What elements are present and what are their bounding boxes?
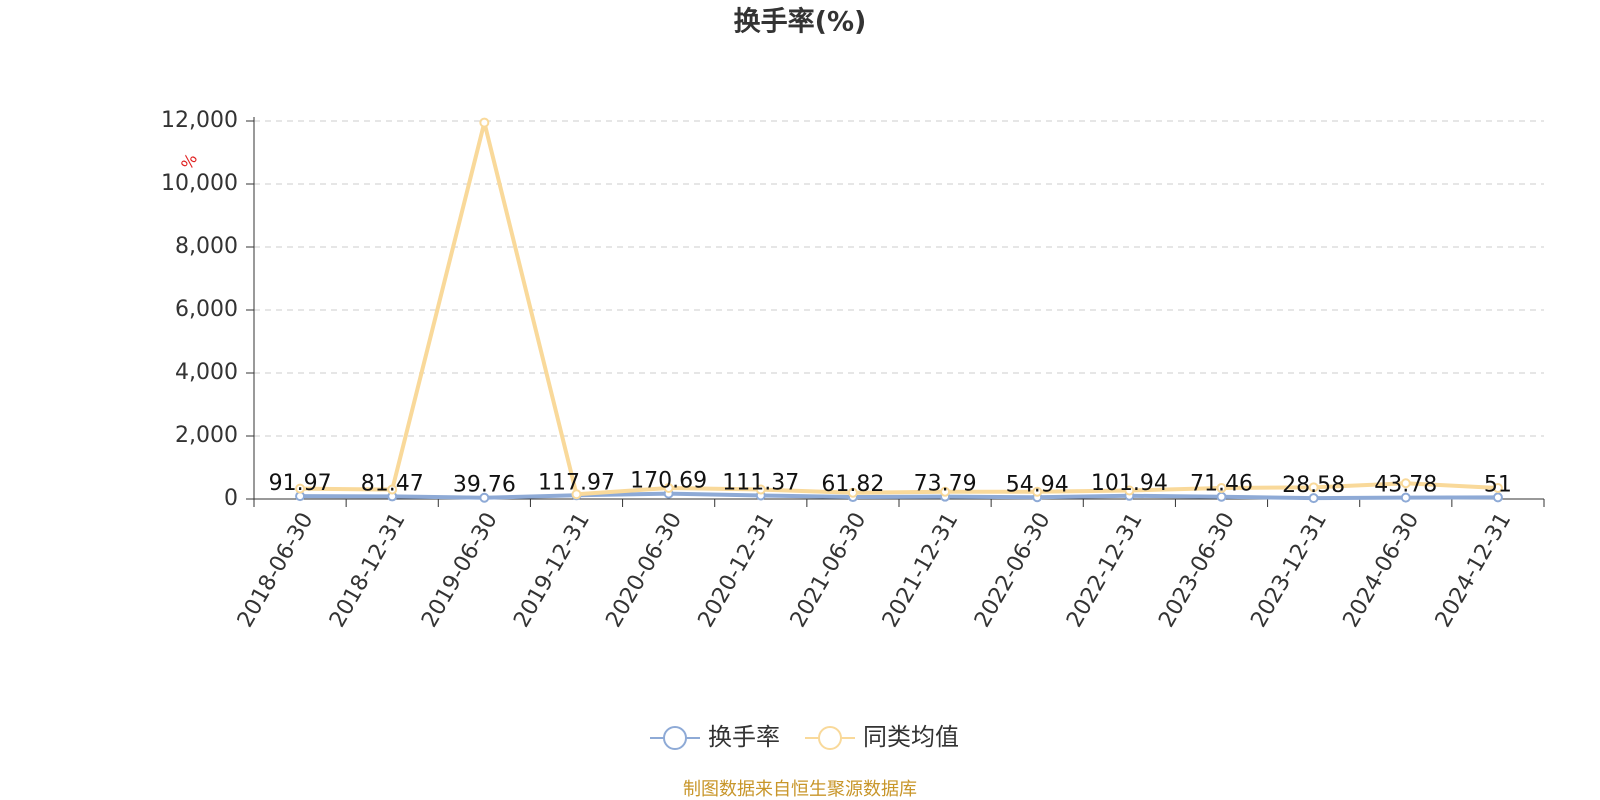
x-tick-label: 2018-06-30	[233, 509, 319, 632]
point	[1400, 492, 1411, 503]
point	[663, 482, 674, 493]
y-tick-label: 10,000	[161, 171, 238, 196]
x-tick-label: 2021-12-31	[878, 509, 964, 632]
x-tick-label: 2018-12-31	[325, 509, 411, 632]
y-tick-label: 8,000	[175, 234, 238, 259]
data-label: 51	[1484, 472, 1512, 497]
point	[571, 489, 582, 500]
point	[1216, 482, 1227, 493]
point	[387, 484, 398, 495]
legend-label: 换手率	[708, 723, 780, 751]
point	[1492, 492, 1503, 503]
y-tick-label: 6,000	[175, 297, 238, 322]
legend-marker	[663, 726, 687, 750]
y-tick-label: 2,000	[175, 423, 238, 448]
data-label: 111.37	[722, 470, 799, 495]
series-line	[300, 491, 1498, 501]
x-tick-label: 2019-12-31	[509, 509, 595, 632]
point	[755, 484, 766, 495]
y-tick-label: 12,000	[161, 108, 238, 133]
point	[1308, 482, 1319, 493]
x-tick-label: 2020-06-30	[601, 509, 687, 632]
x-tick-label: 2022-06-30	[970, 509, 1056, 632]
y-tick-label: 0	[224, 486, 238, 511]
data-label: 101.94	[1091, 471, 1168, 496]
x-tick-label: 2019-06-30	[417, 509, 503, 632]
source-note: 制图数据来自恒生聚源数据库	[683, 779, 917, 800]
point	[1032, 486, 1043, 497]
point	[1308, 493, 1319, 504]
data-label: 170.69	[630, 469, 707, 494]
unit-label: %	[177, 150, 201, 173]
data-label: 61.82	[821, 472, 884, 497]
x-tick-label: 2024-12-31	[1431, 509, 1517, 632]
point	[1124, 485, 1135, 496]
x-tick-label: 2020-12-31	[694, 509, 780, 632]
x-tick-label: 2024-06-30	[1339, 509, 1425, 632]
legend-label: 同类均值	[863, 723, 959, 751]
series-line	[300, 122, 1499, 497]
data-label: 117.97	[538, 470, 615, 495]
point	[1492, 482, 1503, 493]
x-tick-label: 2021-06-30	[786, 509, 872, 632]
data-label: 71.46	[1190, 472, 1253, 497]
chart-title: 换手率(%)	[734, 6, 867, 38]
data-label: 28.58	[1282, 473, 1345, 498]
point	[295, 483, 306, 494]
y-tick-label: 4,000	[175, 360, 238, 385]
point	[940, 486, 951, 497]
data-label: 73.79	[914, 472, 977, 497]
legend-marker	[818, 726, 842, 750]
data-label: 43.78	[1374, 473, 1437, 498]
point	[1400, 478, 1411, 489]
point	[479, 492, 490, 503]
data-label: 91.97	[269, 471, 332, 496]
x-tick-label: 2023-12-31	[1246, 509, 1332, 632]
x-tick-label: 2023-06-30	[1154, 509, 1240, 632]
x-tick-label: 2022-12-31	[1062, 509, 1148, 632]
point	[479, 117, 490, 128]
data-label: 54.94	[1006, 472, 1069, 497]
point	[847, 487, 858, 498]
data-label: 81.47	[361, 471, 424, 496]
data-label: 39.76	[453, 473, 516, 498]
